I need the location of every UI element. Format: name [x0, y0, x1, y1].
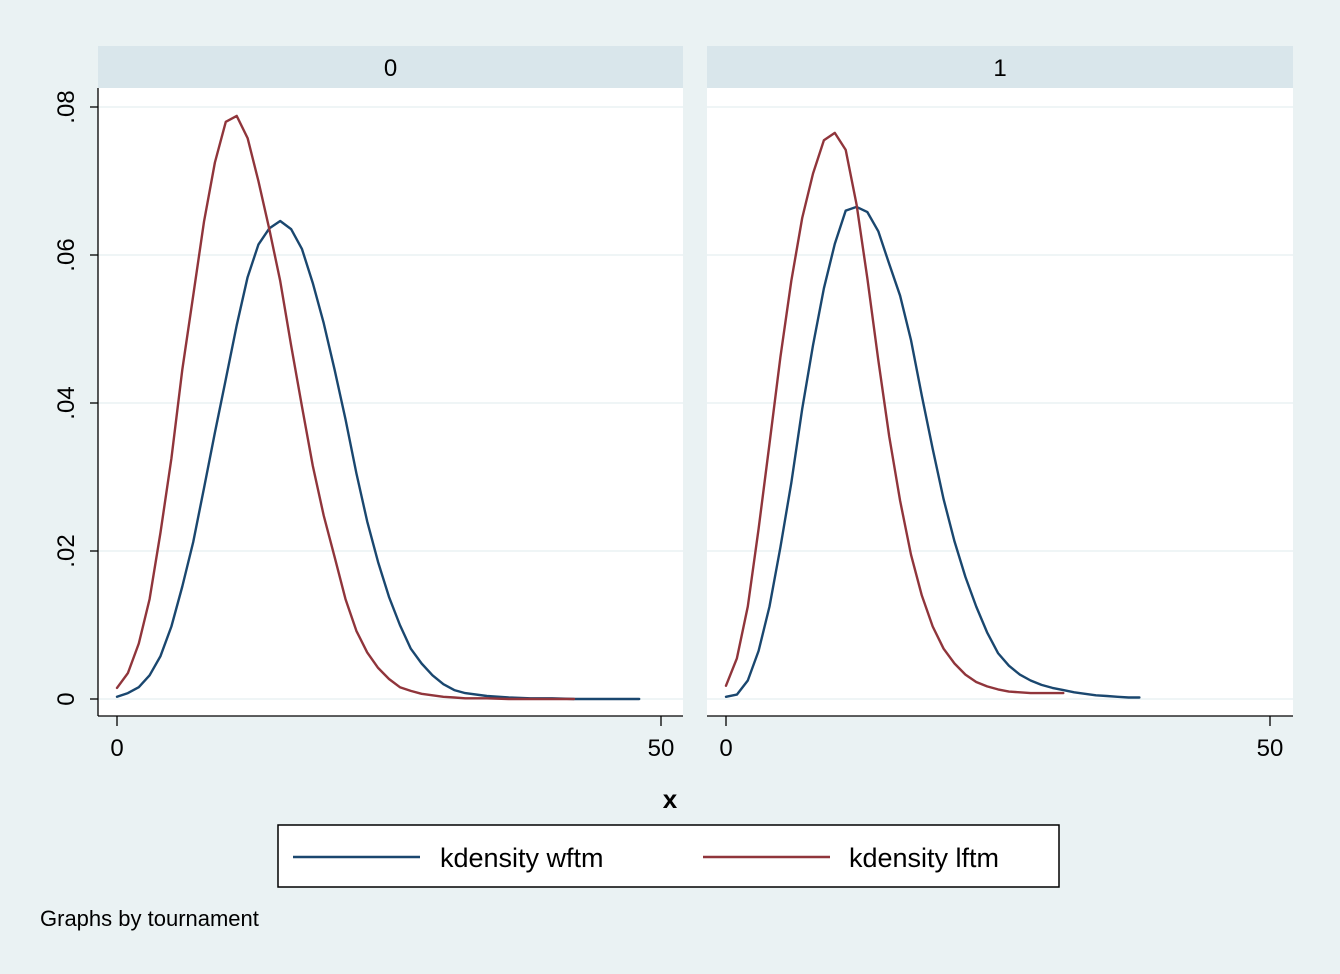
x-axis-label: x: [663, 784, 678, 814]
panel-1: 1 0 50: [707, 46, 1293, 762]
panel-strip-label: 1: [993, 55, 1006, 82]
legend: kdensity wftm kdensity lftm: [277, 824, 1060, 888]
panel-0: 0 0 50 0 .02 .04 .06 .08: [53, 46, 683, 762]
y-tick-label: .06: [53, 238, 80, 271]
plot-area: [98, 88, 683, 716]
y-tick-label: .04: [53, 386, 80, 419]
panel-strip: [707, 46, 1293, 88]
legend-label-wftm: kdensity wftm: [440, 843, 604, 873]
plot-area: [707, 88, 1293, 716]
x-tick-label: 0: [719, 735, 732, 762]
x-tick-label: 50: [1257, 735, 1284, 762]
series-line-lftm: [115, 114, 576, 701]
graph-note: Graphs by tournament: [40, 906, 259, 931]
y-tick-label: 0: [53, 692, 80, 705]
x-tick-label: 0: [110, 735, 123, 762]
panel-strip-label: 0: [384, 55, 397, 82]
series-line-wftm: [724, 205, 1141, 699]
x-tick-label: 50: [648, 735, 675, 762]
y-tick-label: .08: [53, 90, 80, 123]
y-tick-label: .02: [53, 534, 80, 567]
panel-strip: [98, 46, 683, 88]
series-line-lftm: [724, 131, 1065, 695]
panels: 0 0 50 0 .02 .04 .06 .08 1 0 50: [53, 46, 1293, 762]
series-line-wftm: [115, 219, 641, 701]
legend-label-lftm: kdensity lftm: [849, 843, 999, 873]
